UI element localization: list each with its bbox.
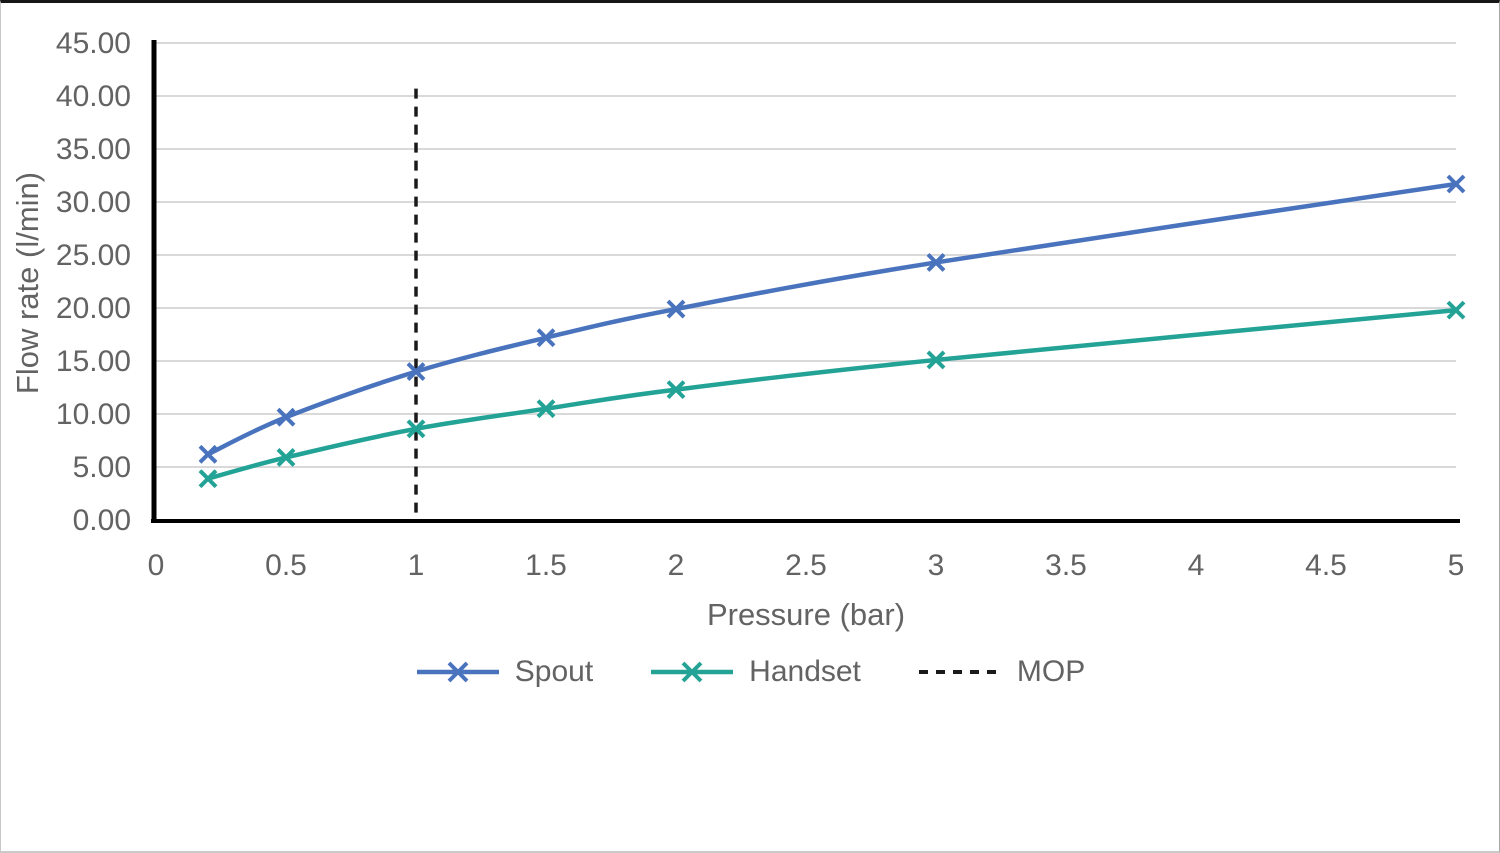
x-tick-label: 2 <box>668 549 685 582</box>
x-tick-labels: 0 0.5 1 1.5 2 2.5 3 3.5 4 4.5 5 <box>148 549 1465 582</box>
x-axis-title: Pressure (bar) <box>706 597 906 632</box>
legend-item-mop: MOP <box>917 655 1085 689</box>
x-tick-label: 1.5 <box>525 549 567 582</box>
legend-label-spout: Spout <box>514 655 594 688</box>
spout-line-x-swatch <box>416 661 499 683</box>
x-tick-label: 4 <box>1188 549 1205 582</box>
y-tick-label: 30.00 <box>56 186 131 219</box>
y-tick-label: 15.00 <box>56 345 131 378</box>
mop-dashed-swatch <box>918 670 1001 674</box>
legend: Spout Handset MOP <box>1 655 1499 689</box>
y-tick-label: 45.00 <box>56 27 131 60</box>
y-tick-label: 5.00 <box>73 451 131 484</box>
series-handset-markers <box>198 300 1466 489</box>
y-tick-label: 25.00 <box>56 239 131 272</box>
series-spout-markers <box>198 174 1466 464</box>
y-tick-label: 35.00 <box>56 133 131 166</box>
x-tick-label: 3 <box>928 549 945 582</box>
legend-item-spout: Spout <box>415 655 593 689</box>
x-tick-label: 3.5 <box>1045 549 1087 582</box>
y-tick-label: 20.00 <box>56 292 131 325</box>
y-tick-label: 10.00 <box>56 398 131 431</box>
y-tick-label: 0.00 <box>73 504 131 537</box>
series-spout <box>205 181 1459 457</box>
x-tick-label: 0 <box>148 549 165 582</box>
x-tick-label: 2.5 <box>785 549 827 582</box>
legend-label-handset: Handset <box>749 655 861 688</box>
handset-line-x-swatch <box>651 661 734 683</box>
series-handset <box>205 307 1459 481</box>
x-tick-label: 4.5 <box>1305 549 1347 582</box>
x-tick-label: 5 <box>1448 549 1465 582</box>
y-tick-label: 40.00 <box>56 80 131 113</box>
y-tick-labels: 0.00 5.00 10.00 15.00 20.00 25.00 30.00 35.00 40… <box>56 27 131 537</box>
gridlines <box>156 42 1456 521</box>
legend-item-handset: Handset <box>649 655 861 689</box>
x-tick-label: 1 <box>408 549 425 582</box>
legend-label-mop: MOP <box>1016 655 1086 688</box>
plot-area: 0.005.0010.0015.0020.0025.0030.0035.0040… <box>56 27 1466 582</box>
x-tick-label: 0.5 <box>265 549 307 582</box>
